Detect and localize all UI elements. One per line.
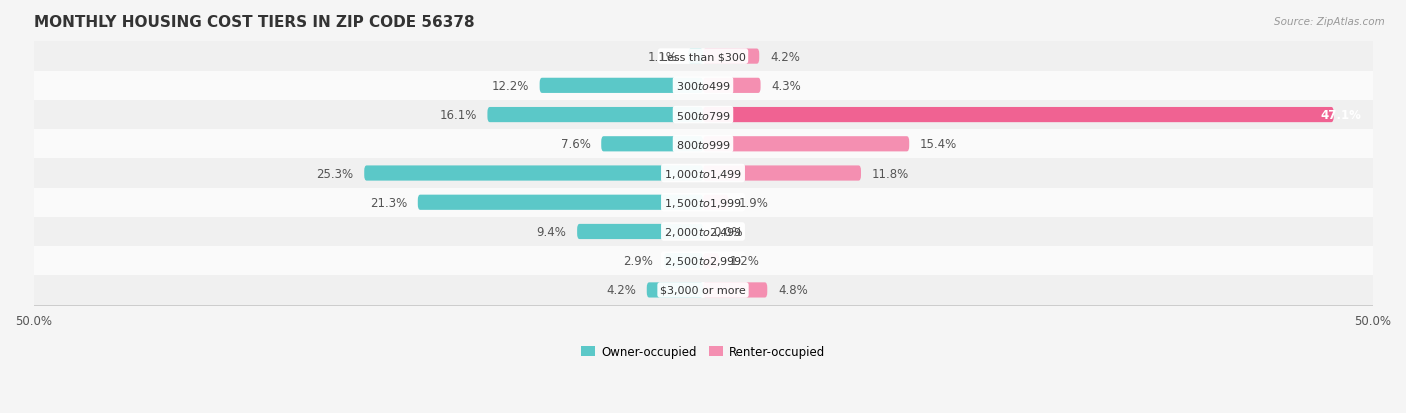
Text: 0.0%: 0.0% xyxy=(714,225,744,238)
FancyBboxPatch shape xyxy=(34,188,1372,217)
FancyBboxPatch shape xyxy=(34,71,1372,101)
FancyBboxPatch shape xyxy=(34,130,1372,159)
Text: 7.6%: 7.6% xyxy=(561,138,591,151)
FancyBboxPatch shape xyxy=(418,195,703,210)
Text: $1,000 to $1,499: $1,000 to $1,499 xyxy=(664,167,742,180)
FancyBboxPatch shape xyxy=(703,78,761,94)
Text: $500 to $799: $500 to $799 xyxy=(675,109,731,121)
Text: $2,500 to $2,999: $2,500 to $2,999 xyxy=(664,254,742,268)
FancyBboxPatch shape xyxy=(703,108,1334,123)
Text: MONTHLY HOUSING COST TIERS IN ZIP CODE 56378: MONTHLY HOUSING COST TIERS IN ZIP CODE 5… xyxy=(34,15,474,30)
FancyBboxPatch shape xyxy=(540,78,703,94)
FancyBboxPatch shape xyxy=(703,50,759,64)
Text: 2.9%: 2.9% xyxy=(624,254,654,268)
FancyBboxPatch shape xyxy=(703,254,718,268)
Text: 4.3%: 4.3% xyxy=(772,80,801,93)
FancyBboxPatch shape xyxy=(689,50,703,64)
FancyBboxPatch shape xyxy=(576,224,703,240)
Text: $1,500 to $1,999: $1,500 to $1,999 xyxy=(664,196,742,209)
Text: 4.2%: 4.2% xyxy=(606,284,636,297)
FancyBboxPatch shape xyxy=(34,275,1372,305)
Text: $2,000 to $2,499: $2,000 to $2,499 xyxy=(664,225,742,238)
Text: $300 to $499: $300 to $499 xyxy=(675,80,731,92)
FancyBboxPatch shape xyxy=(488,108,703,123)
Text: Less than $300: Less than $300 xyxy=(661,52,745,62)
Text: 12.2%: 12.2% xyxy=(492,80,529,93)
Text: 1.2%: 1.2% xyxy=(730,254,759,268)
Text: $800 to $999: $800 to $999 xyxy=(675,138,731,150)
FancyBboxPatch shape xyxy=(647,282,703,298)
FancyBboxPatch shape xyxy=(364,166,703,181)
FancyBboxPatch shape xyxy=(34,217,1372,247)
FancyBboxPatch shape xyxy=(34,247,1372,275)
Text: Source: ZipAtlas.com: Source: ZipAtlas.com xyxy=(1274,17,1385,26)
Text: 16.1%: 16.1% xyxy=(439,109,477,122)
FancyBboxPatch shape xyxy=(703,282,768,298)
Text: $3,000 or more: $3,000 or more xyxy=(661,285,745,295)
FancyBboxPatch shape xyxy=(703,166,860,181)
Text: 1.1%: 1.1% xyxy=(648,50,678,64)
FancyBboxPatch shape xyxy=(34,43,1372,71)
FancyBboxPatch shape xyxy=(664,254,703,268)
FancyBboxPatch shape xyxy=(34,101,1372,130)
Legend: Owner-occupied, Renter-occupied: Owner-occupied, Renter-occupied xyxy=(576,341,830,363)
FancyBboxPatch shape xyxy=(703,195,728,210)
Text: 11.8%: 11.8% xyxy=(872,167,908,180)
Text: 9.4%: 9.4% xyxy=(537,225,567,238)
Text: 25.3%: 25.3% xyxy=(316,167,353,180)
Text: 15.4%: 15.4% xyxy=(920,138,957,151)
FancyBboxPatch shape xyxy=(602,137,703,152)
Text: 4.2%: 4.2% xyxy=(770,50,800,64)
Text: 47.1%: 47.1% xyxy=(1320,109,1362,122)
Text: 21.3%: 21.3% xyxy=(370,196,408,209)
FancyBboxPatch shape xyxy=(34,159,1372,188)
Text: 4.8%: 4.8% xyxy=(778,284,807,297)
FancyBboxPatch shape xyxy=(703,137,910,152)
Text: 1.9%: 1.9% xyxy=(740,196,769,209)
